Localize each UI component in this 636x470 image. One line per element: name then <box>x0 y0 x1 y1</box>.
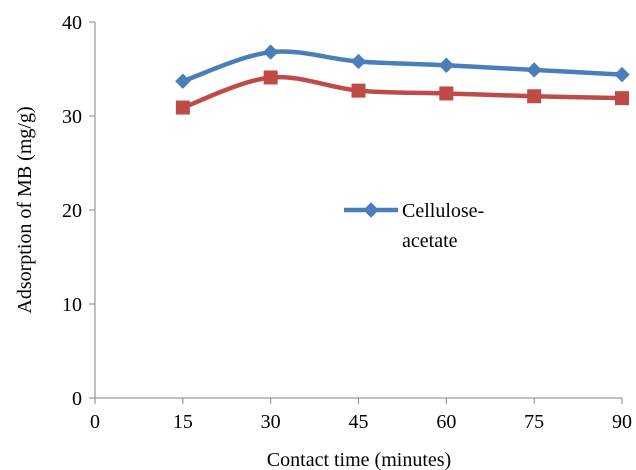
x-tick-label: 75 <box>524 411 544 433</box>
series-1-point <box>614 66 630 83</box>
series-1-point <box>350 53 367 70</box>
series-1 <box>175 44 630 89</box>
series-2 <box>175 70 629 115</box>
series-2-point <box>263 70 278 85</box>
series-1-point <box>262 44 279 60</box>
series-2-line <box>180 74 625 110</box>
series-1-line <box>180 49 625 84</box>
x-tick-label: 15 <box>173 411 193 433</box>
series-2-point <box>527 89 542 104</box>
axes: 0 10 20 30 40 0 15 30 45 60 75 90 <box>62 12 632 433</box>
series-2-point <box>175 100 190 115</box>
series-2-point <box>615 91 629 106</box>
x-tick-label: 45 <box>349 411 369 433</box>
x-tick-label: 60 <box>436 411 456 433</box>
series-2-point <box>351 83 366 98</box>
x-tick-label: 0 <box>90 411 100 433</box>
y-tick-label: 40 <box>62 12 82 34</box>
x-tick-label: 30 <box>261 411 281 433</box>
y-tick-label: 30 <box>62 106 82 128</box>
x-tick-label: 90 <box>612 411 632 433</box>
y-tick-label: 20 <box>62 200 82 222</box>
series-2-point <box>439 86 454 101</box>
legend-label: acetate <box>402 230 458 252</box>
series-1-point <box>438 57 455 73</box>
legend-label: Cellulose- <box>402 200 484 222</box>
series-1-point <box>175 73 191 89</box>
y-axis-title: Adsorption of MB (mg/g) <box>14 106 36 313</box>
y-tick-label: 0 <box>72 388 82 410</box>
series-1-point <box>526 62 542 78</box>
legend-marker <box>363 202 379 218</box>
legend: Cellulose-acetate <box>344 200 484 252</box>
x-axis-title: Contact time (minutes) <box>267 449 451 470</box>
series-layer <box>175 44 630 115</box>
y-tick-label: 10 <box>62 294 82 316</box>
